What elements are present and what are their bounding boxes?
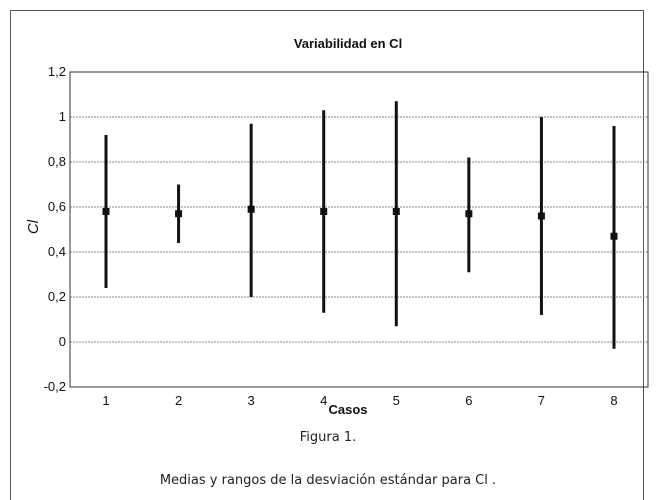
- mean-marker: [610, 232, 618, 240]
- x-tick-label: 7: [538, 393, 545, 408]
- x-tick-label: 2: [175, 393, 182, 408]
- y-tick-labels: -0,2 0 0,2 0,4 0,6 0,8 1 1,2: [44, 64, 66, 394]
- x-tick-label: 5: [393, 393, 400, 408]
- x-tick-label: 1: [102, 393, 109, 408]
- y-tick-label: -0,2: [44, 379, 66, 394]
- figure-label: Figura 1.: [299, 430, 357, 445]
- mean-marker: [247, 205, 255, 213]
- mean-marker: [320, 208, 328, 215]
- y-tick-label: 1,2: [48, 64, 66, 79]
- x-tick-label: 8: [610, 393, 617, 408]
- y-tick-label: 0,4: [48, 244, 66, 259]
- mean-marker: [392, 208, 400, 215]
- x-tick-labels: 1 2 3 4 5 6 7 8: [102, 393, 617, 408]
- y-tick-label: 0: [59, 334, 66, 349]
- axes: [69, 71, 649, 388]
- y-axis-label: Cl: [25, 219, 42, 234]
- y-tick-label: 0,8: [48, 154, 66, 169]
- error-bars: [102, 101, 618, 349]
- mean-marker: [537, 212, 545, 220]
- figure-caption: Medias y rangos de la desviación estánda…: [159, 473, 497, 488]
- y-tick-label: 0,2: [48, 289, 66, 304]
- x-tick-label: 4: [320, 393, 327, 408]
- mean-marker: [102, 208, 110, 215]
- y-tick-label: 1: [59, 109, 66, 124]
- x-tick-label: 6: [465, 393, 472, 408]
- figure-frame: [10, 10, 644, 500]
- errorbar-chart: -0,2 0 0,2 0,4 0,6 0,8 1 1,2 1 2 3 4 5 6 7 8 Variabili…: [25, 36, 649, 417]
- plot-area: [69, 71, 649, 388]
- x-tick-label: 3: [248, 393, 255, 408]
- mean-marker: [465, 210, 473, 218]
- mean-marker: [175, 210, 183, 218]
- y-tick-label: 0,6: [48, 199, 66, 214]
- grid-lines: [70, 116, 648, 343]
- x-axis-label: Casos: [328, 402, 367, 417]
- chart-title: Variabilidad en Cl: [294, 36, 402, 51]
